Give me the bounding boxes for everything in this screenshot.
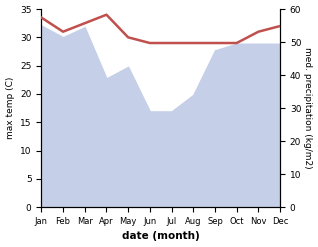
Y-axis label: max temp (C): max temp (C) <box>5 77 15 139</box>
Y-axis label: med. precipitation (kg/m2): med. precipitation (kg/m2) <box>303 47 313 169</box>
X-axis label: date (month): date (month) <box>122 231 200 242</box>
